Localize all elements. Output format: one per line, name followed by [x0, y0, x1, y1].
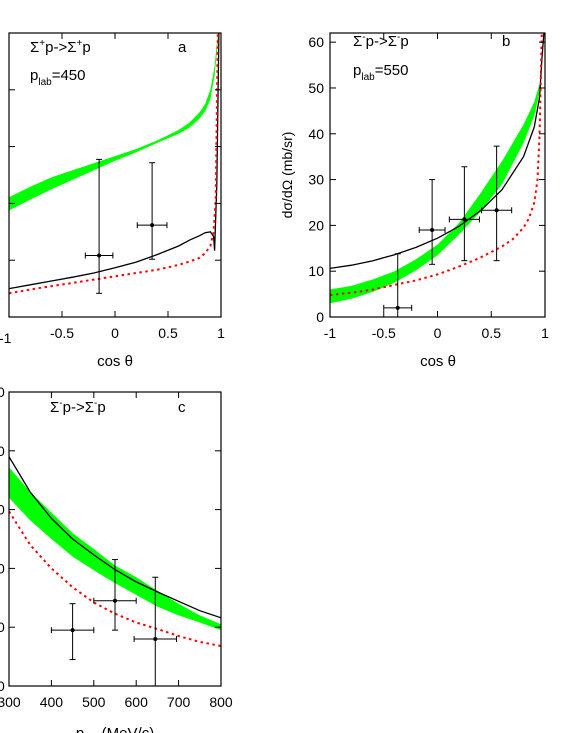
panel-a-ticks: -0.5 0 0.5 1 — [8, 32, 225, 341]
panel-c-plot-area — [9, 456, 221, 686]
panel-a-curve-dotted — [9, 33, 219, 295]
panel-a-letter: a — [178, 39, 187, 56]
panel-a-xlabel: cos θ — [97, 353, 133, 370]
panel-c-data-point — [93, 559, 137, 631]
panel-c-xtick-label: 300 — [0, 694, 21, 710]
panel-b-curve-dotted — [330, 33, 543, 296]
data-marker — [150, 223, 155, 228]
panel-c: 300 400 500 600 700 800 Σ-p->Σ-p c plab (MeV/… — [0, 391, 233, 733]
panel-c-partial-ytick-label: 0 — [0, 560, 5, 576]
panel-c-partial-ytick-label: 0 — [0, 384, 5, 400]
panel-b-xtick-label: 1 — [541, 325, 549, 341]
panel-a-frame — [8, 32, 222, 318]
panel-a-plot-area — [9, 33, 220, 295]
panel-b-data-point — [481, 145, 513, 262]
panel-c-xlabel: plab (MeV/c) — [76, 725, 154, 733]
panel-c-partial-ytick-label: 0 — [0, 678, 5, 694]
panel-c-reaction-label: Σ-p->Σ-p — [50, 398, 106, 416]
panel-c-partial-ytick-label: 0 — [0, 619, 5, 635]
panel-a-xtick-label: 0.5 — [158, 325, 178, 341]
panel-b-ytick-label: 0 — [316, 309, 324, 325]
panel-b-ytick-label: 40 — [308, 126, 324, 142]
data-marker — [70, 628, 75, 633]
panel-c-xtick-label: 600 — [125, 694, 149, 710]
panel-c-xtick-label: 500 — [82, 694, 106, 710]
panel-c-xtick-label: 400 — [40, 694, 64, 710]
panel-b-data-point — [448, 166, 480, 262]
panel-a-data-point — [136, 162, 168, 260]
panel-c-data-point — [133, 576, 177, 686]
panel-a-data-point — [84, 158, 114, 294]
panel-a-partial-xtick: -1 — [0, 330, 12, 346]
panel-a-momentum-label: plab=450 — [30, 67, 86, 88]
panel-b-xtick-label: -0.5 — [372, 325, 396, 341]
panel-c-data-point — [50, 603, 95, 661]
panel-b-ytick-label: 10 — [308, 263, 324, 279]
panel-b-data-point — [418, 179, 446, 265]
panel-b-data-point — [383, 253, 413, 317]
panel-a-xtick-label: -0.5 — [50, 325, 74, 341]
panel-b-xlabel: cos θ — [420, 353, 456, 370]
panel-c-partial-yticks: 0 0 0 0 0 0 — [0, 384, 5, 694]
data-marker — [153, 636, 158, 641]
panel-b-xtick-label: -1 — [324, 325, 337, 341]
panel-c-frame — [8, 391, 222, 687]
data-marker — [97, 253, 102, 258]
data-marker — [430, 227, 435, 232]
panel-c-partial-ytick-label: 0 — [0, 502, 5, 518]
panel-b-ylabel: dσ/dΩ (mb/sr) — [279, 132, 295, 219]
panel-a-reaction-label: Σ+p->Σ+p — [30, 38, 91, 56]
panel-b-ytick-label: 20 — [308, 217, 324, 233]
panel-b-curve-solid — [330, 33, 545, 270]
panel-b-ytick-label: 50 — [308, 80, 324, 96]
panel-a-xtick-label: 1 — [217, 325, 225, 341]
panel-a-curve-solid — [9, 33, 220, 290]
data-marker — [113, 598, 117, 603]
panel-c-xtick-label: 700 — [167, 694, 191, 710]
panel-b-momentum-label: plab=550 — [353, 62, 409, 83]
panel-b-reaction-label: Σ-p->Σ-p — [353, 32, 409, 50]
panel-a-xtick-label: 0 — [111, 325, 119, 341]
panel-c-curve-dotted — [9, 510, 221, 647]
panel-b-uncertainty-band — [330, 83, 540, 304]
panel-c-ticks: 300 400 500 600 700 800 — [0, 391, 233, 710]
panel-b-xtick-label: 0 — [434, 325, 442, 341]
panel-b-ytick-label: 30 — [308, 172, 324, 188]
panel-c-xtick-label: 800 — [209, 694, 233, 710]
panel-b-ytick-label: 60 — [308, 34, 324, 50]
panel-a: -0.5 0 0.5 1 Σ+p->Σ+p plab=450 a cos θ — [8, 32, 225, 370]
data-marker — [494, 208, 499, 213]
panel-c-partial-ytick-label: 0 — [0, 443, 5, 459]
panel-a-uncertainty-band — [9, 33, 218, 211]
data-marker — [462, 217, 467, 222]
panel-b-plot-area — [330, 33, 545, 317]
panel-c-letter: c — [178, 399, 186, 416]
data-marker — [395, 305, 400, 310]
panel-b-xtick-label: 0.5 — [482, 325, 502, 341]
panel-b-letter: b — [502, 33, 510, 50]
